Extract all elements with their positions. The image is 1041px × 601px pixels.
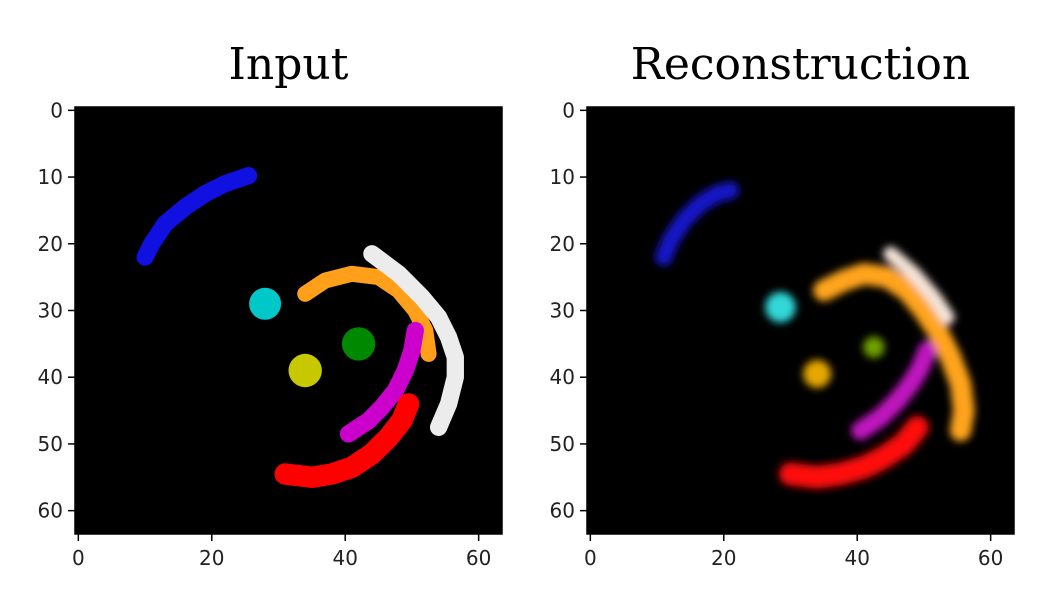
input-objects [136,167,464,488]
panel-input: 0 20 40 60 0 10 20 30 40 50 60 [38,98,503,570]
recon-yellow-dot [803,359,832,388]
input-x-tick-label: 40 [332,546,357,570]
input-x-tick-label: 60 [466,546,491,570]
recon-x-tick-label: 0 [584,546,597,570]
input-red-arc [274,393,420,488]
recon-objects-inner [655,181,975,489]
input-white-arc [363,245,464,436]
input-axes-frame [74,106,503,535]
recon-magenta-arc [851,341,937,440]
recon-y-tick-label: 20 [550,232,575,256]
recon-white-arc [883,246,955,325]
input-yellow-dot [288,353,322,388]
input-y-tick-label: 0 [50,98,63,122]
input-y-tick-label: 20 [38,232,63,256]
input-orange-arc [297,265,437,362]
recon-y-tick-label: 30 [550,298,575,322]
recon-x-tick-label: 60 [978,546,1003,570]
recon-blue-arc [655,181,740,266]
recon-orange-arc [813,263,975,442]
panel-reconstruction: 0 20 40 60 0 10 20 30 40 50 60 [550,98,1015,570]
input-cyan-dot [249,287,282,320]
input-x-tick-label: 0 [72,546,85,570]
panel-title-reconstruction: Reconstruction [630,39,971,90]
input-blue-arc [136,167,258,266]
input-y-tick-label: 50 [38,432,63,456]
input-x-tick-label: 20 [199,546,224,570]
recon-green-dot [863,336,885,358]
recon-objects [655,181,975,489]
recon-y-tick-label: 50 [550,432,575,456]
input-objects-inner [136,167,464,488]
recon-red-arc [779,415,929,489]
panel-title-input: Input [228,39,349,90]
input-y-tick-label: 40 [38,365,63,389]
recon-x-tick-label: 40 [844,546,869,570]
input-y-tick-label: 30 [38,298,63,322]
recon-y-tick-label: 10 [550,165,575,189]
recon-x-tick-label: 20 [711,546,736,570]
input-magenta-arc [339,321,424,443]
recon-axes-frame [586,106,1015,535]
recon-y-tick-label: 40 [550,365,575,389]
input-green-dot [341,327,376,361]
recon-y-tick-label: 0 [562,98,575,122]
input-y-tick-label: 60 [38,499,63,523]
input-y-tick-label: 10 [38,165,63,189]
recon-cyan-dot [765,291,796,323]
recon-y-tick-label: 60 [550,499,575,523]
